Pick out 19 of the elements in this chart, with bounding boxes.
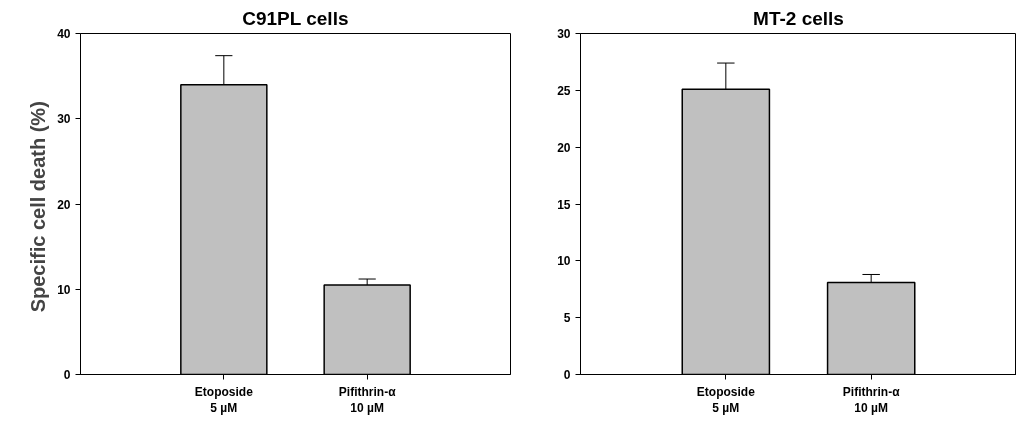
y-tick-label: 30 [557,27,571,41]
y-tick-label: 0 [63,368,71,382]
y-tick-label: 20 [57,197,71,212]
x-tick-label: Etoposide 5 µM [194,384,254,416]
y-tick-label: 5 [563,311,571,326]
y-tick-label: 40 [57,27,71,41]
x-tick-label: Pifithrin-α 10 µM [338,384,397,416]
y-tick-label: 10 [557,254,571,269]
y-tick-label: 20 [557,140,571,155]
y-tick-label: 30 [57,112,71,127]
y-tick-label: 15 [557,197,571,212]
y-tick-label: 0 [563,368,571,382]
y-tick-label: 25 [557,83,571,98]
y-axis-title: Specific cell death (%) [27,101,50,313]
y-tick-label: 10 [57,282,71,297]
x-tick-label: Etoposide 5 µM [696,384,756,416]
x-tick-label: Pifithrin-α 10 µM [842,384,901,416]
chart-title: C91PL cells [242,7,349,29]
chart-title: MT-2 cells [753,7,844,29]
